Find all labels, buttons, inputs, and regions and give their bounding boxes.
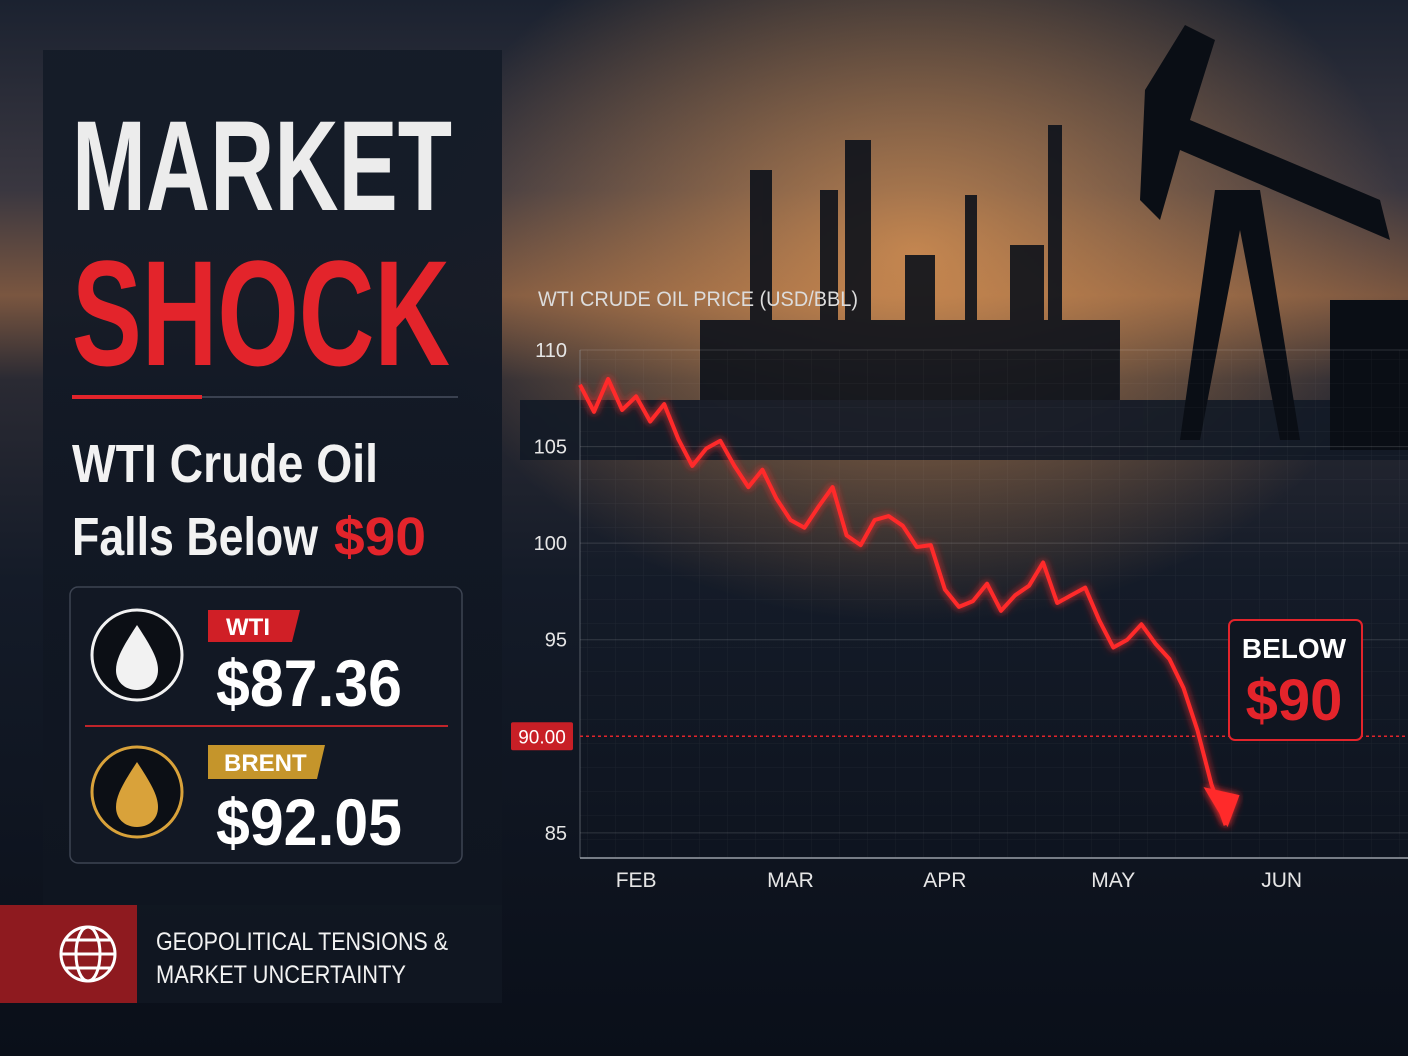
y-tick-label: 85	[545, 823, 567, 845]
chart: 85 95 100 105 110 FEB MAR APR MAY JUN 90.00 BELOW $9…	[511, 340, 1408, 892]
y-tick-label: 95	[545, 630, 567, 652]
trend-arrow	[1203, 787, 1240, 828]
ticker-price: $92.05	[216, 785, 402, 859]
x-tick-label: MAY	[1091, 869, 1135, 892]
y-tick-label: 100	[534, 533, 567, 555]
subheadline: Falls Below	[72, 507, 319, 567]
threshold-label: 90.00	[518, 727, 566, 748]
subheadline-highlight: $90	[334, 507, 426, 567]
ticker-price: $87.36	[216, 646, 402, 720]
annotation-text: $90	[1246, 668, 1343, 733]
annotation-box	[1228, 619, 1363, 741]
y-tick-label: 105	[534, 437, 567, 459]
footer-text: MARKET UNCERTAINTY	[156, 961, 406, 989]
headline: MARKET	[72, 95, 452, 238]
wti-badge	[208, 610, 300, 642]
threshold-badge	[511, 722, 573, 751]
x-tick-label: APR	[923, 869, 966, 892]
footer-text: GEOPOLITICAL TENSIONS &	[156, 928, 448, 956]
ticker-label: BRENT	[224, 750, 307, 777]
subheadline: WTI Crude Oil	[72, 434, 378, 494]
headline: SHOCK	[72, 229, 450, 397]
price-line	[578, 377, 1228, 826]
x-tick-label: JUN	[1261, 869, 1302, 892]
drop-icon	[116, 625, 158, 690]
footer-bar	[137, 905, 502, 1003]
x-tick-label: MAR	[767, 869, 814, 892]
drop-icon	[116, 762, 158, 827]
chart-title: WTI CRUDE OIL PRICE (USD/BBL)	[538, 288, 858, 311]
x-tick-label: FEB	[616, 869, 657, 892]
globe-icon	[59, 925, 117, 983]
brent-badge	[208, 745, 325, 779]
minor-grid	[580, 350, 1408, 858]
ticker-label: WTI	[226, 614, 270, 641]
annotation-text: BELOW	[1242, 633, 1347, 664]
y-tick-label: 110	[535, 340, 567, 362]
